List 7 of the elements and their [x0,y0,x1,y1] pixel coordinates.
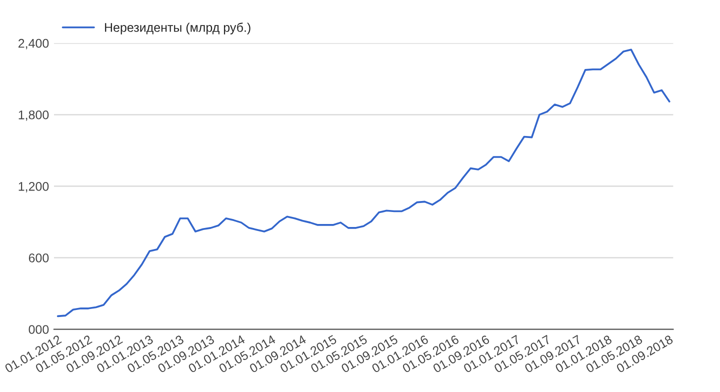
legend-label: Нерезиденты (млрд руб.) [105,22,250,34]
y-tick-label: 1,200 [18,182,49,192]
y-tick-label: 600 [28,254,49,262]
y-tick-label: 000 [28,325,49,334]
y-tick-label: 2,400 [18,38,49,50]
y-tick-label: 1,800 [18,110,49,121]
line-series [56,48,670,318]
